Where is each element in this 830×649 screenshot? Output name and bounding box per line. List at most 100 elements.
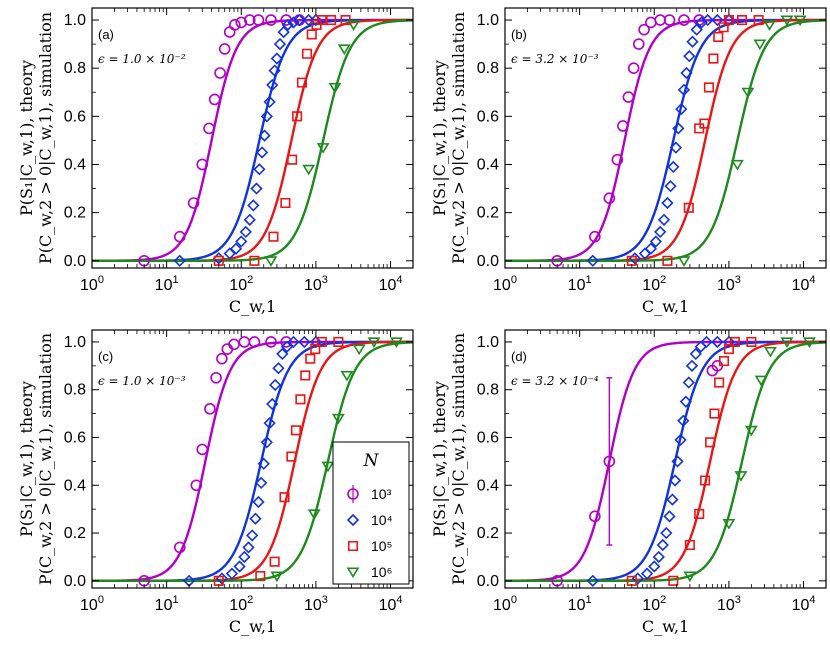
x-axis-label: C_w,1 bbox=[642, 617, 689, 636]
series-N10e5 bbox=[213, 14, 351, 266]
data-point bbox=[736, 14, 748, 26]
x-tick-label: 103 bbox=[304, 274, 328, 294]
data-point bbox=[627, 62, 640, 74]
y-axis-label-simulation: P(C_w,2 > 0|C_w,1), simulation bbox=[449, 12, 468, 264]
x-tick-label: 102 bbox=[642, 274, 666, 294]
data-point bbox=[269, 556, 280, 567]
data-point bbox=[352, 344, 366, 356]
data-point bbox=[316, 14, 327, 26]
data-point bbox=[741, 87, 755, 99]
x-tick-label: 101 bbox=[155, 274, 179, 294]
data-point bbox=[722, 518, 736, 530]
data-point bbox=[265, 14, 277, 26]
data-point bbox=[268, 64, 281, 77]
data-point bbox=[264, 256, 278, 267]
epsilon-annotation: ϵ = 3.2 × 10⁻⁴ bbox=[511, 374, 599, 388]
y-tick-label: 0.2 bbox=[64, 205, 86, 222]
data-point bbox=[252, 14, 265, 26]
data-point bbox=[270, 52, 284, 65]
data-point bbox=[213, 255, 224, 266]
data-point bbox=[586, 254, 599, 267]
data-point bbox=[266, 78, 279, 92]
axes-frame bbox=[91, 7, 414, 269]
data-point bbox=[678, 14, 690, 26]
data-point bbox=[190, 479, 203, 492]
data-point bbox=[247, 199, 260, 212]
x-tick-label: 100 bbox=[493, 274, 517, 294]
theory-line-N10e6 bbox=[505, 341, 826, 583]
theory-line-N10e6 bbox=[92, 341, 413, 583]
data-point bbox=[328, 82, 342, 94]
data-point bbox=[632, 38, 645, 50]
y-axis-label: P(S₁|C_w,1), theory P(C_w,2 > 0|C_w,1), s… bbox=[17, 333, 55, 585]
x-tick-label: 101 bbox=[568, 274, 592, 294]
data-point bbox=[235, 235, 248, 248]
data-point bbox=[301, 48, 313, 59]
data-point bbox=[238, 550, 251, 564]
theory-line-N10e6 bbox=[505, 19, 826, 262]
data-point bbox=[668, 575, 679, 586]
data-point bbox=[228, 338, 240, 351]
data-point bbox=[723, 14, 734, 26]
data-point bbox=[780, 337, 794, 348]
data-point bbox=[287, 335, 300, 349]
data-point bbox=[273, 37, 287, 51]
series-N10e5 bbox=[626, 336, 757, 586]
y-tick-label: 0.4 bbox=[477, 477, 499, 494]
axes-frame bbox=[504, 329, 827, 589]
data-point bbox=[263, 417, 276, 430]
data-point bbox=[656, 538, 669, 552]
data-point bbox=[263, 95, 276, 109]
y-tick-label: 0.4 bbox=[64, 156, 86, 173]
data-point bbox=[645, 16, 657, 29]
y-tick-label: 0.8 bbox=[477, 382, 499, 399]
data-point bbox=[266, 397, 279, 411]
data-point bbox=[700, 335, 713, 349]
y-tick-label: 0.6 bbox=[64, 108, 86, 125]
data-point bbox=[626, 255, 637, 266]
data-point bbox=[685, 359, 699, 372]
data-point bbox=[296, 77, 307, 88]
legend-label: 10⁵ bbox=[371, 538, 392, 554]
panel-a: 100 101 102 103 104 0.0 0.2 0.4 0.6 0.8 1.0 (a) ϵ = … bbox=[17, 7, 414, 316]
data-point bbox=[280, 340, 294, 353]
epsilon-annotation: ϵ = 3.2 × 10⁻³ bbox=[511, 52, 599, 66]
data-point bbox=[677, 256, 691, 267]
series-N10e6 bbox=[270, 337, 403, 583]
axes-frame bbox=[504, 7, 827, 269]
data-point bbox=[210, 371, 222, 384]
data-point bbox=[270, 571, 284, 583]
data-point bbox=[302, 164, 316, 176]
y-tick-label: 0.6 bbox=[477, 430, 499, 447]
data-point bbox=[683, 571, 697, 583]
data-point bbox=[679, 395, 692, 408]
y-axis-label-theory: P(S₁|C_w,1), theory bbox=[430, 381, 449, 537]
data-point bbox=[246, 529, 259, 542]
data-point bbox=[242, 541, 255, 554]
data-point bbox=[803, 337, 816, 348]
series-N10e4 bbox=[586, 335, 736, 587]
data-point bbox=[316, 336, 327, 347]
data-point bbox=[666, 493, 679, 506]
data-point bbox=[664, 180, 677, 193]
data-point bbox=[744, 425, 758, 437]
y-axis-label-simulation: P(C_w,2 > 0|C_w,1), simulation bbox=[36, 333, 55, 585]
data-point bbox=[331, 413, 345, 425]
data-point bbox=[293, 13, 306, 27]
data-point bbox=[214, 67, 226, 79]
series-N10e5 bbox=[626, 14, 764, 266]
legend-frame bbox=[332, 441, 410, 585]
y-tick-label: 0.2 bbox=[477, 525, 499, 542]
data-point bbox=[705, 437, 716, 448]
data-point bbox=[680, 66, 693, 80]
data-point bbox=[255, 146, 269, 159]
data-point bbox=[652, 550, 665, 564]
series-N10e3 bbox=[551, 14, 706, 267]
data-point bbox=[662, 255, 673, 266]
data-point bbox=[638, 23, 650, 36]
data-point bbox=[753, 14, 764, 26]
data-point bbox=[686, 35, 699, 48]
data-point bbox=[675, 102, 688, 116]
y-axis-label-theory: P(S₁|C_w,1), theory bbox=[17, 381, 36, 537]
data-point bbox=[295, 394, 306, 405]
